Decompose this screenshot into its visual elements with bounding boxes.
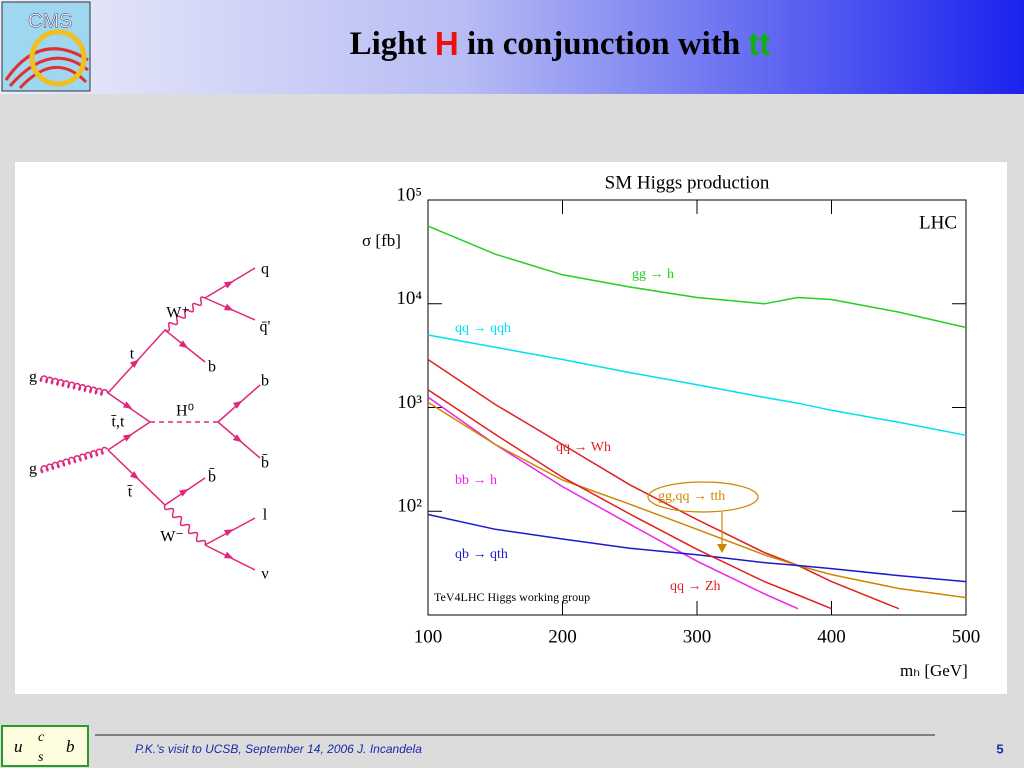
- diagram-label: W⁻: [160, 529, 184, 546]
- w-boson-line: [163, 504, 207, 546]
- fermion-arrow: [223, 281, 234, 289]
- fermion-arrow: [223, 303, 234, 311]
- x-tick-label: 300: [683, 626, 712, 647]
- diagram-label: g: [29, 461, 37, 478]
- title-part: in conjunction with: [459, 26, 749, 62]
- gluon-line: [40, 446, 109, 474]
- y-tick-label: 10⁴: [396, 288, 422, 309]
- diagram-label: W⁺: [166, 305, 190, 322]
- diagram-label: t: [130, 346, 135, 363]
- y-tick-label: 10⁵: [396, 184, 422, 205]
- y-axis-label: σ [fb]: [362, 231, 401, 250]
- series-label: qq → qqh: [455, 321, 511, 336]
- series-label: qb → qth: [455, 547, 508, 562]
- x-axis-label: mₕ [GeV]: [900, 661, 968, 680]
- series-line: [427, 389, 832, 610]
- fermion-arrow: [178, 488, 189, 497]
- fermion-arrow: [232, 434, 243, 443]
- x-tick-label: 400: [817, 626, 846, 647]
- diagram-label: b: [261, 373, 269, 390]
- ucsb-logo: [1, 725, 89, 767]
- fermion-arrow: [122, 433, 133, 442]
- ucsb-letter: u: [14, 737, 23, 756]
- diagram-label: b̄: [261, 454, 269, 472]
- ucsb-letter: s: [38, 750, 44, 765]
- label-pointer-head: [717, 544, 727, 553]
- diagram-label: l: [263, 507, 268, 524]
- annotation: LHC: [919, 212, 957, 233]
- diagram-label: b: [208, 359, 216, 376]
- fermion-arrow: [122, 401, 133, 410]
- series-label: qq → Wh: [556, 440, 611, 455]
- cms-logo-text: CMS: [28, 10, 72, 32]
- footer-text: P.K.'s visit to UCSB, September 14, 2006…: [135, 742, 422, 756]
- content-panel: [15, 162, 1007, 694]
- title-part: Light: [350, 26, 435, 62]
- label-outline: [647, 481, 759, 513]
- x-tick-label: 100: [414, 626, 443, 647]
- header-band: [0, 0, 1024, 94]
- series-label: bb → h: [455, 473, 497, 488]
- diagram-label: t̄: [127, 484, 133, 501]
- series-line: [427, 401, 967, 599]
- diagram-label: ν: [261, 566, 268, 583]
- feynman-diagram: [39, 267, 261, 571]
- diagram-label: b̄: [208, 468, 216, 486]
- diagram-label: q: [261, 261, 269, 278]
- cms-logo-ring: [29, 29, 87, 87]
- page-number: 5: [996, 741, 1003, 756]
- fermion-arrow: [224, 551, 234, 559]
- y-tick-label: 10²: [397, 496, 422, 517]
- x-tick-label: 500: [952, 626, 981, 647]
- chart-title: SM Higgs production: [605, 172, 770, 193]
- w-boson-line: [164, 296, 206, 332]
- x-tick-label: 200: [548, 626, 577, 647]
- series-line: [427, 334, 967, 437]
- fermion-arrow: [129, 359, 140, 368]
- fermion-arrow: [223, 529, 234, 537]
- title-part: H: [435, 25, 459, 62]
- fermion-arrow: [232, 400, 243, 409]
- ucsb-letter: b: [66, 737, 75, 756]
- y-tick-label: 10³: [397, 392, 422, 413]
- annotation: TeV4LHC Higgs working group: [434, 590, 590, 604]
- series-line: [427, 225, 967, 329]
- series-label: gg,qq → tth: [658, 489, 725, 504]
- series-line: [427, 513, 967, 583]
- diagram-label: q̄': [260, 319, 271, 336]
- diagram-label: g: [29, 369, 37, 386]
- series-label: qq → Zh: [670, 579, 721, 594]
- diagram-label: t̄,t: [111, 414, 125, 431]
- diagram-label: H⁰: [176, 403, 194, 420]
- slide-title: Light H in conjunction with tt: [350, 25, 771, 62]
- series-label: gg → h: [632, 267, 674, 282]
- ucsb-letter: c: [38, 730, 45, 745]
- series-line: [427, 358, 900, 610]
- fermion-arrow: [129, 471, 140, 480]
- gluon-line: [39, 375, 109, 397]
- title-part: tt: [748, 25, 770, 62]
- fermion-arrow: [178, 340, 189, 349]
